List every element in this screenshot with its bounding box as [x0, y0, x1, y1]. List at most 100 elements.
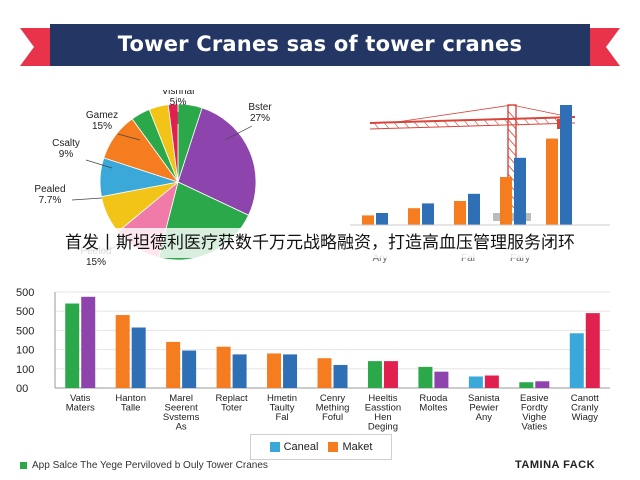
bar	[131, 327, 146, 388]
bar	[484, 375, 499, 388]
bar	[383, 361, 398, 388]
pie-leader-line	[71, 197, 103, 201]
legend-item-caneal: Caneal	[269, 441, 319, 453]
crane-chart-bar	[546, 138, 558, 225]
bar	[65, 303, 80, 388]
crane-jib-lattice	[543, 117, 550, 124]
title-banner	[20, 24, 620, 66]
legend-swatch-caneal	[269, 442, 280, 453]
crane-bar-chart: Ary Fal Fary	[350, 104, 610, 264]
pie-slice-label: Csalty 9%	[52, 138, 80, 160]
crane-jib-lower	[369, 122, 576, 130]
bar	[585, 313, 600, 388]
crane-jib-lattice	[443, 120, 450, 127]
x-tick-label: Cenry Mething Foful	[316, 393, 350, 423]
crane-chart-bar	[468, 193, 480, 225]
bar	[367, 361, 382, 388]
y-tick-label: 500	[16, 325, 34, 337]
x-tick-label: Hmetin Taulty Fal	[267, 393, 297, 423]
crane-jib-lattice	[503, 118, 510, 126]
bar	[216, 346, 231, 388]
x-tick-label: Easive Fordty Vighe Vaties	[520, 393, 549, 433]
y-tick-label: 500	[16, 287, 34, 299]
y-tick-label: 00	[16, 383, 28, 395]
crane-jib-lattice	[493, 119, 500, 126]
pie-slice	[167, 103, 179, 183]
bar	[569, 333, 584, 388]
pie-slice-label: Gamez 15%	[86, 110, 118, 132]
crane-lattice	[507, 128, 517, 139]
banner-band	[50, 24, 590, 66]
crane-jib-lattice	[433, 120, 440, 128]
bar	[468, 376, 483, 388]
legend-label-maket: Maket	[342, 441, 373, 453]
bar	[166, 341, 181, 388]
crane-jib-lattice	[523, 118, 530, 125]
headline-overlay-band	[0, 228, 640, 258]
crane-chart-bar	[454, 201, 466, 225]
pie-slice-label: Bster 27%	[248, 102, 272, 124]
crane-chart-tick-label: Fary	[510, 253, 530, 264]
crane-jib-lattice	[383, 122, 390, 129]
bar	[535, 381, 550, 388]
pie-slice-label: Pealed 7.7%	[34, 184, 65, 206]
bar	[182, 350, 197, 388]
x-tick-label: Replact Toter	[215, 393, 248, 414]
crane-jib-lattice	[473, 119, 480, 127]
crane-jib-lattice	[373, 122, 380, 130]
crane-chart-bar	[560, 105, 572, 225]
crane-lattice	[507, 137, 517, 148]
crane-jib-lattice	[483, 119, 490, 126]
x-tick-label: Ruoda Moltes	[419, 393, 448, 414]
footnote: App Salce The Yege Perviloved b Ouly Tow…	[20, 460, 268, 471]
crane-jib-lattice	[453, 120, 460, 127]
bar	[317, 358, 332, 388]
crane-chart-tick-label: Ary	[373, 253, 388, 264]
crane-chart-bar	[422, 203, 434, 225]
crane-jib-lattice	[463, 119, 470, 127]
x-tick-label: Heeltis Easstion Hen Deging	[365, 393, 401, 433]
chart-title: Tower Cranes sas of tower cranes	[117, 32, 523, 56]
brand-logo-text: TAMINA FACK	[515, 459, 596, 471]
bar	[232, 354, 247, 388]
bar	[333, 364, 348, 388]
bar	[519, 382, 534, 388]
x-tick-label: Sanista Pewier Any	[468, 393, 500, 423]
pie-slice-label: Vishnal 5i%	[162, 90, 195, 108]
y-tick-label: 100	[16, 364, 34, 376]
crane-chart-tick-label: Fal	[461, 253, 475, 264]
crane-lattice	[507, 146, 517, 157]
bar	[81, 296, 96, 388]
crane-chart-bar	[376, 213, 388, 225]
footnote-text: App Salce The Yege Perviloved b Ouly Tow…	[32, 460, 268, 471]
x-tick-label: Vatis Maters	[66, 393, 95, 414]
pie-leader-line	[224, 125, 253, 141]
y-tick-label: 100	[16, 345, 34, 357]
bar	[283, 354, 298, 388]
bar	[115, 315, 130, 388]
crane-chart-bar	[408, 208, 420, 225]
footnote-marker	[20, 462, 27, 469]
crane-chart-bar	[514, 157, 526, 225]
pie-slice	[177, 107, 257, 216]
crane-tie-left	[389, 104, 513, 124]
x-tick-label: Canott Cranly Wiagy	[571, 393, 599, 423]
legend-item-maket: Maket	[328, 441, 372, 453]
crane-jib-lattice	[393, 122, 400, 129]
bar-legend: Caneal Maket	[250, 434, 392, 460]
crane-jib-lattice	[533, 117, 540, 125]
crane-jib-lattice	[403, 121, 410, 129]
legend-label-caneal: Caneal	[283, 441, 319, 453]
bar	[267, 353, 282, 388]
bar	[418, 366, 433, 388]
grouped-bar-chart: 00 100 100 500 500 500 Vatis Maters Hanton Talle M…	[16, 287, 610, 433]
crane-jib-lattice	[513, 118, 520, 125]
bar	[434, 371, 449, 388]
x-tick-label: Hanton Talle	[115, 393, 146, 414]
legend-swatch-maket	[328, 442, 339, 453]
crane-chart-bar	[500, 177, 512, 225]
crane-jib-lattice	[413, 121, 420, 128]
y-tick-label: 500	[16, 306, 34, 318]
headline-overlay-text: 首发丨斯坦德利医疗获数千万元战略融资，打造高血压管理服务闭环	[65, 233, 575, 253]
pie-leader-line	[117, 133, 141, 141]
